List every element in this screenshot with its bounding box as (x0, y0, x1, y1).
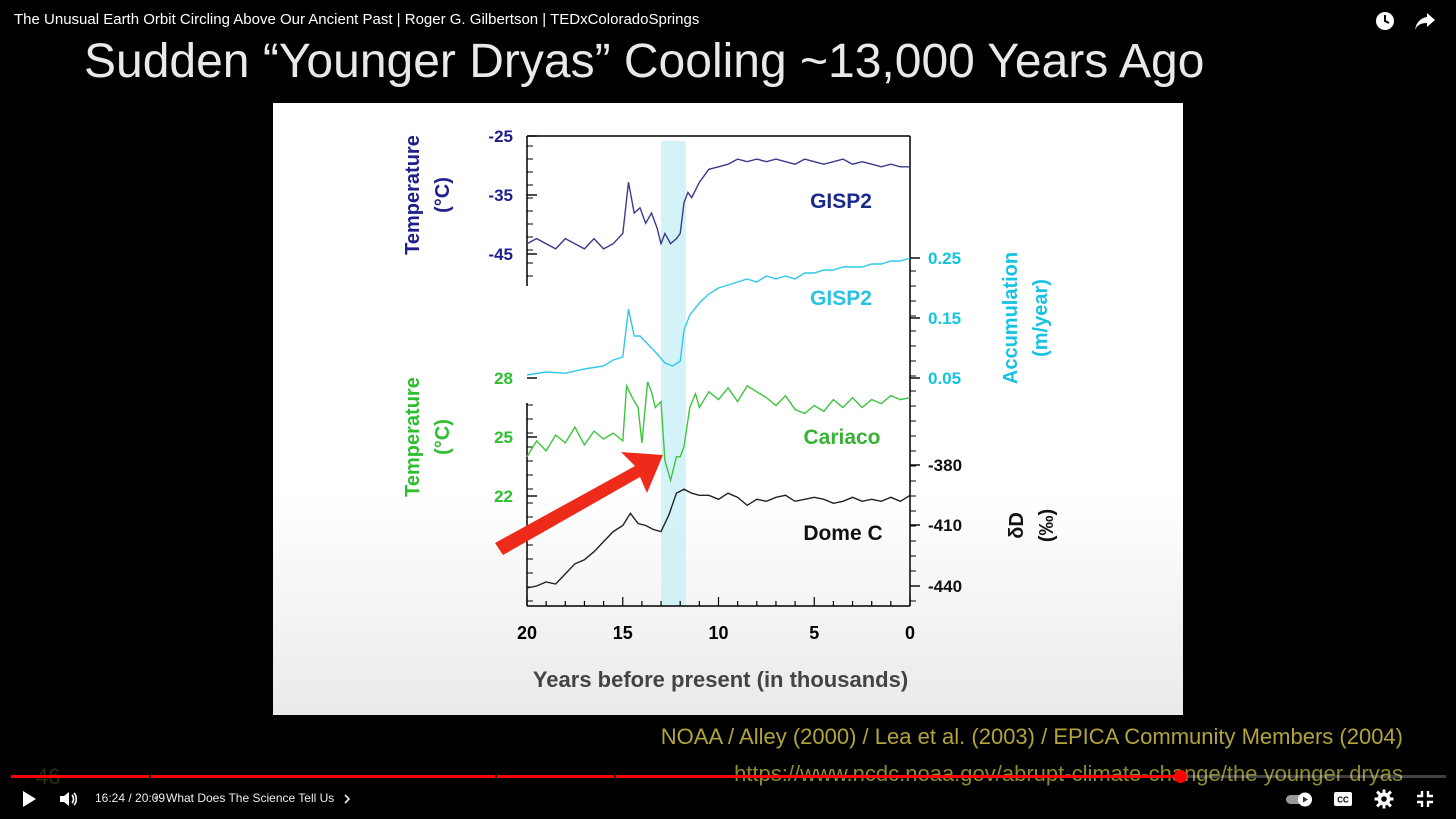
series-label: GISP2 (810, 190, 872, 213)
y-tick-label: 0.25 (928, 249, 961, 268)
y-axis-label-gisp2-accum: Accumulation (1000, 252, 1022, 384)
play-button[interactable] (20, 784, 38, 814)
citation-text: NOAA / Alley (2000) / Lea et al. (2003) … (660, 724, 1403, 749)
y-tick-label: 25 (494, 428, 513, 447)
captions-button[interactable]: CC (1333, 784, 1353, 814)
y-tick-label: 0.05 (928, 369, 961, 388)
y-axis-label-domec-dD: δD (1006, 512, 1028, 539)
x-tick-label: 10 (708, 623, 728, 643)
chapter-button[interactable]: What Does The Science Tell Us (166, 791, 352, 805)
share-icon[interactable] (1414, 10, 1436, 32)
y-tick-label: -380 (928, 456, 962, 475)
progress-bar[interactable] (11, 770, 1446, 783)
autoplay-toggle[interactable] (1285, 784, 1315, 814)
play-icon (23, 791, 36, 807)
chapter-marker (148, 775, 151, 778)
player-controls: 16:24 / 20:09 • What Does The Science Te… (0, 784, 1456, 814)
x-tick-label: 15 (613, 623, 633, 643)
y-tick-label: -440 (928, 577, 962, 596)
x-tick-label: 20 (517, 623, 537, 643)
y-tick-label: -25 (488, 127, 513, 146)
chart-panel: 20 15 10 5 0 Years before present (in thousan… (273, 103, 1183, 715)
y-tick-label: 0.15 (928, 309, 961, 328)
series-label: Cariaco (803, 426, 880, 449)
svg-text:CC: CC (1337, 796, 1349, 805)
y-tick-label: -35 (488, 186, 513, 205)
series-label: Dome C (803, 522, 882, 545)
progress-fill (11, 775, 1180, 778)
series-line-domec-dD (526, 488, 911, 589)
highlight-band (661, 141, 686, 606)
x-tick-label: 0 (905, 623, 915, 643)
time-separator: • (154, 791, 159, 805)
x-tick-label: 5 (809, 623, 819, 643)
y-tick-label: 22 (494, 487, 513, 506)
slide-title: Sudden “Younger Dryas” Cooling ~13,000 Y… (84, 35, 1205, 88)
volume-button[interactable] (59, 784, 79, 814)
chart-svg: 20 15 10 5 0 Years before present (in thousan… (402, 127, 1058, 692)
y-tick-label: -45 (488, 245, 513, 264)
series-line-gisp2-temp (526, 158, 910, 250)
y-tick-label: -410 (928, 516, 962, 535)
axes-group (526, 135, 920, 607)
source-url: https://www.ncdc.noaa.gov/abrupt-climate… (734, 761, 1403, 786)
y-axis-label-gisp2-temp: Temperature (402, 135, 424, 255)
exit-fullscreen-icon (1417, 791, 1433, 807)
series-label: GISP2 (810, 287, 872, 310)
labels-group: 20 15 10 5 0 Years before present (in thousan… (402, 127, 1058, 692)
chapter-marker (613, 775, 616, 778)
settings-button[interactable] (1374, 784, 1394, 814)
progress-scrubber[interactable] (1173, 770, 1187, 783)
red-arrow (495, 452, 663, 555)
volume-icon (60, 792, 78, 806)
y-axis-label-domec-dD: (‰) (1036, 509, 1058, 542)
chapter-title: What Does The Science Tell Us (166, 791, 335, 805)
chapter-marker (494, 775, 497, 778)
y-axis-label-cariaco-temp: Temperature (402, 377, 424, 497)
x-axis-label: Years before present (in thousands) (533, 667, 908, 692)
time-display: 16:24 / 20:09 (95, 791, 166, 805)
series-line-cariaco-temp (526, 381, 911, 484)
chevron-right-icon (344, 794, 350, 804)
autoplay-toggle-icon (1286, 792, 1312, 807)
series-group (526, 158, 911, 589)
series-line-gisp2-accum (526, 257, 911, 376)
y-axis-label-cariaco-temp: (°C) (432, 419, 454, 455)
y-axis-label-gisp2-temp: (°C) (432, 177, 454, 213)
y-tick-label: 28 (494, 369, 513, 388)
y-axis-label-gisp2-accum: (m/year) (1030, 279, 1052, 357)
clock-icon[interactable] (1374, 10, 1396, 32)
gear-icon (1374, 789, 1394, 809)
exit-fullscreen-button[interactable] (1416, 784, 1434, 814)
top-icons (1374, 10, 1436, 32)
captions-icon: CC (1334, 792, 1352, 806)
video-title[interactable]: The Unusual Earth Orbit Circling Above O… (14, 11, 700, 28)
